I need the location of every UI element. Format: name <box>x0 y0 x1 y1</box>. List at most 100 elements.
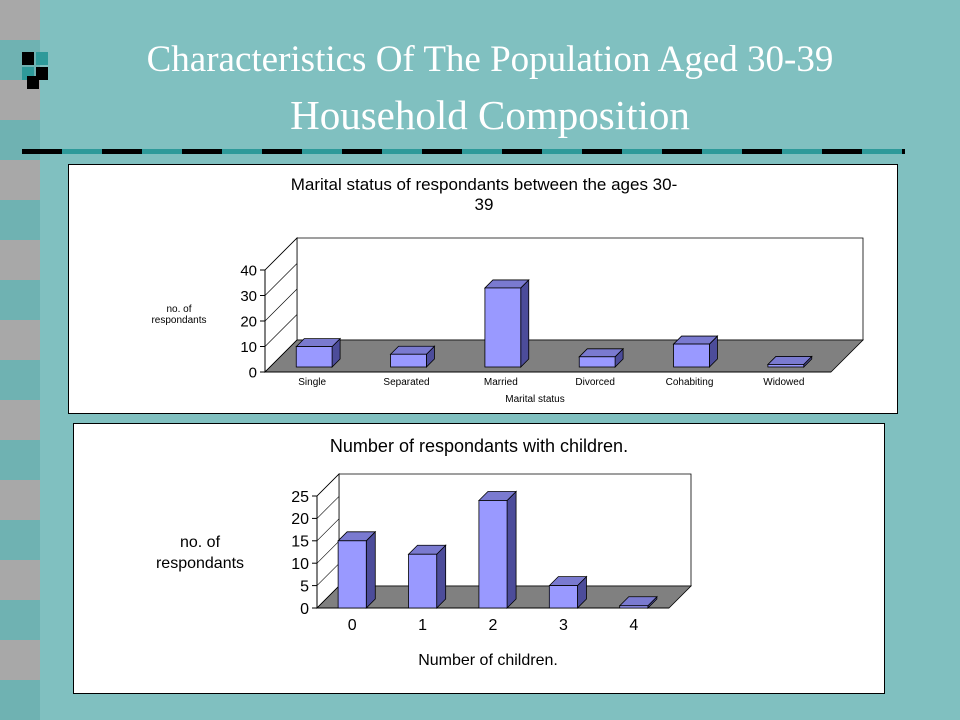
undefined-category-label: Cohabiting <box>666 377 714 388</box>
strip-tile <box>0 480 40 520</box>
undefined-y-tick-diagonal <box>264 263 298 296</box>
undefined-bar <box>673 343 710 368</box>
undefined-y-tick-label: 10 <box>291 556 309 573</box>
undefined-x-axis-label: Number of children. <box>418 652 558 669</box>
undefined-bar-side <box>436 544 447 609</box>
divider-segment <box>742 149 782 154</box>
undefined-y-tick-label: 20 <box>291 511 309 528</box>
undefined-y-axis-label: no. of <box>166 304 191 315</box>
undefined-bar-side <box>506 490 517 609</box>
divider-segment <box>862 149 902 154</box>
divider-segment <box>462 149 502 154</box>
divider-segment <box>302 149 342 154</box>
undefined-bar-top <box>295 338 342 348</box>
strip-tile <box>0 560 40 600</box>
undefined-y-tick-diagonal <box>316 585 340 609</box>
strip-tile <box>0 400 40 440</box>
slide-subtitle: Household Composition <box>290 92 690 138</box>
strip-tile <box>0 360 40 400</box>
undefined-y-tick-label: 0 <box>249 364 257 381</box>
undefined-y-tick-label: 20 <box>240 313 257 330</box>
divider-segment <box>342 149 382 154</box>
undefined-y-axis-label: no. of <box>180 534 221 551</box>
divider-segment <box>222 149 262 154</box>
undefined-category-label: Married <box>484 377 518 388</box>
slide-title: Characteristics Of The Population Aged 3… <box>146 39 834 80</box>
undefined-title: 39 <box>475 195 494 214</box>
divider-segment <box>702 149 742 154</box>
undefined-category-label: Single <box>298 377 326 388</box>
undefined-y-axis-label: respondants <box>151 315 206 326</box>
undefined-y-tick-label: 30 <box>240 288 257 305</box>
strip-tile <box>0 120 40 160</box>
divider-segment <box>782 149 822 154</box>
strip-tile <box>0 320 40 360</box>
divider-segment <box>662 149 702 154</box>
strip-tile <box>0 600 40 640</box>
undefined-category-label: Widowed <box>763 377 804 388</box>
undefined-category-label: 0 <box>348 617 357 634</box>
undefined-bar <box>478 500 508 609</box>
undefined-bar <box>295 346 333 368</box>
divider-segment <box>62 149 102 154</box>
undefined-y-tick-diagonal <box>316 540 340 564</box>
undefined-bar-side <box>365 530 376 609</box>
undefined-category-label: Separated <box>383 377 429 388</box>
marital-status-plot: 0 10 20 30 40 Single Separated Married Divorced C… <box>151 175 864 405</box>
undefined-category-label: 1 <box>418 617 427 634</box>
divider-segment <box>182 149 222 154</box>
strip-tile <box>0 280 40 320</box>
undefined-bar <box>619 605 649 609</box>
divider-segment <box>502 149 542 154</box>
undefined-category-label: Divorced <box>575 377 614 388</box>
divider-segment <box>622 149 662 154</box>
undefined-bar-top <box>672 335 719 345</box>
slide-logo-squares <box>22 52 48 89</box>
undefined-y-tick-diagonal <box>264 288 298 322</box>
undefined-bar-side <box>520 278 530 368</box>
divider-segment <box>902 149 905 154</box>
strip-tile <box>0 440 40 480</box>
undefined-category-label: 4 <box>629 617 638 634</box>
undefined-y-axis-label: respondants <box>156 555 244 572</box>
undefined-y-tick-label: 25 <box>291 489 309 506</box>
undefined-title: Number of respondants with children. <box>330 436 628 456</box>
undefined-y-tick-diagonal <box>316 473 340 497</box>
undefined-back-wall <box>296 237 864 341</box>
title-divider <box>22 149 905 154</box>
divider-segment <box>22 149 62 154</box>
undefined-y-tick-label: 0 <box>300 601 309 618</box>
divider-segment <box>822 149 862 154</box>
divider-segment <box>262 149 302 154</box>
divider-segment <box>382 149 422 154</box>
undefined-y-tick-diagonal <box>264 314 298 347</box>
undefined-y-tick-diagonal <box>264 339 298 373</box>
undefined-bar-top <box>483 279 530 289</box>
undefined-bar <box>390 353 427 368</box>
children-plot: 0 5 10 15 20 25 0 1 2 3 4 Number of respondants wit… <box>156 436 692 669</box>
undefined-x-axis-label: Marital status <box>505 394 564 405</box>
undefined-y-tick-diagonal <box>264 237 298 271</box>
divider-segment <box>102 149 142 154</box>
undefined-bar <box>548 585 578 609</box>
strip-tile <box>0 240 40 280</box>
undefined-y-tick-diagonal <box>316 563 340 586</box>
strip-tile <box>0 640 40 680</box>
undefined-category-label: 2 <box>489 617 498 634</box>
checker-side-strip <box>0 0 40 720</box>
strip-tile <box>0 200 40 240</box>
divider-segment <box>422 149 462 154</box>
undefined-category-label: 3 <box>559 617 568 634</box>
undefined-bar <box>408 553 438 609</box>
undefined-y-tick-label: 40 <box>240 262 257 279</box>
undefined-y-tick-label: 15 <box>291 534 309 551</box>
undefined-y-tick-diagonal <box>316 496 340 519</box>
undefined-bar <box>578 356 616 368</box>
marital-status-chart: 0 10 20 30 40 Single Separated Married Divorced C… <box>68 164 898 414</box>
undefined-y-tick-label: 10 <box>240 339 257 356</box>
undefined-bar <box>767 364 805 368</box>
divider-segment <box>142 149 182 154</box>
strip-tile <box>0 520 40 560</box>
strip-tile <box>0 160 40 200</box>
undefined-side-wall <box>316 473 340 609</box>
